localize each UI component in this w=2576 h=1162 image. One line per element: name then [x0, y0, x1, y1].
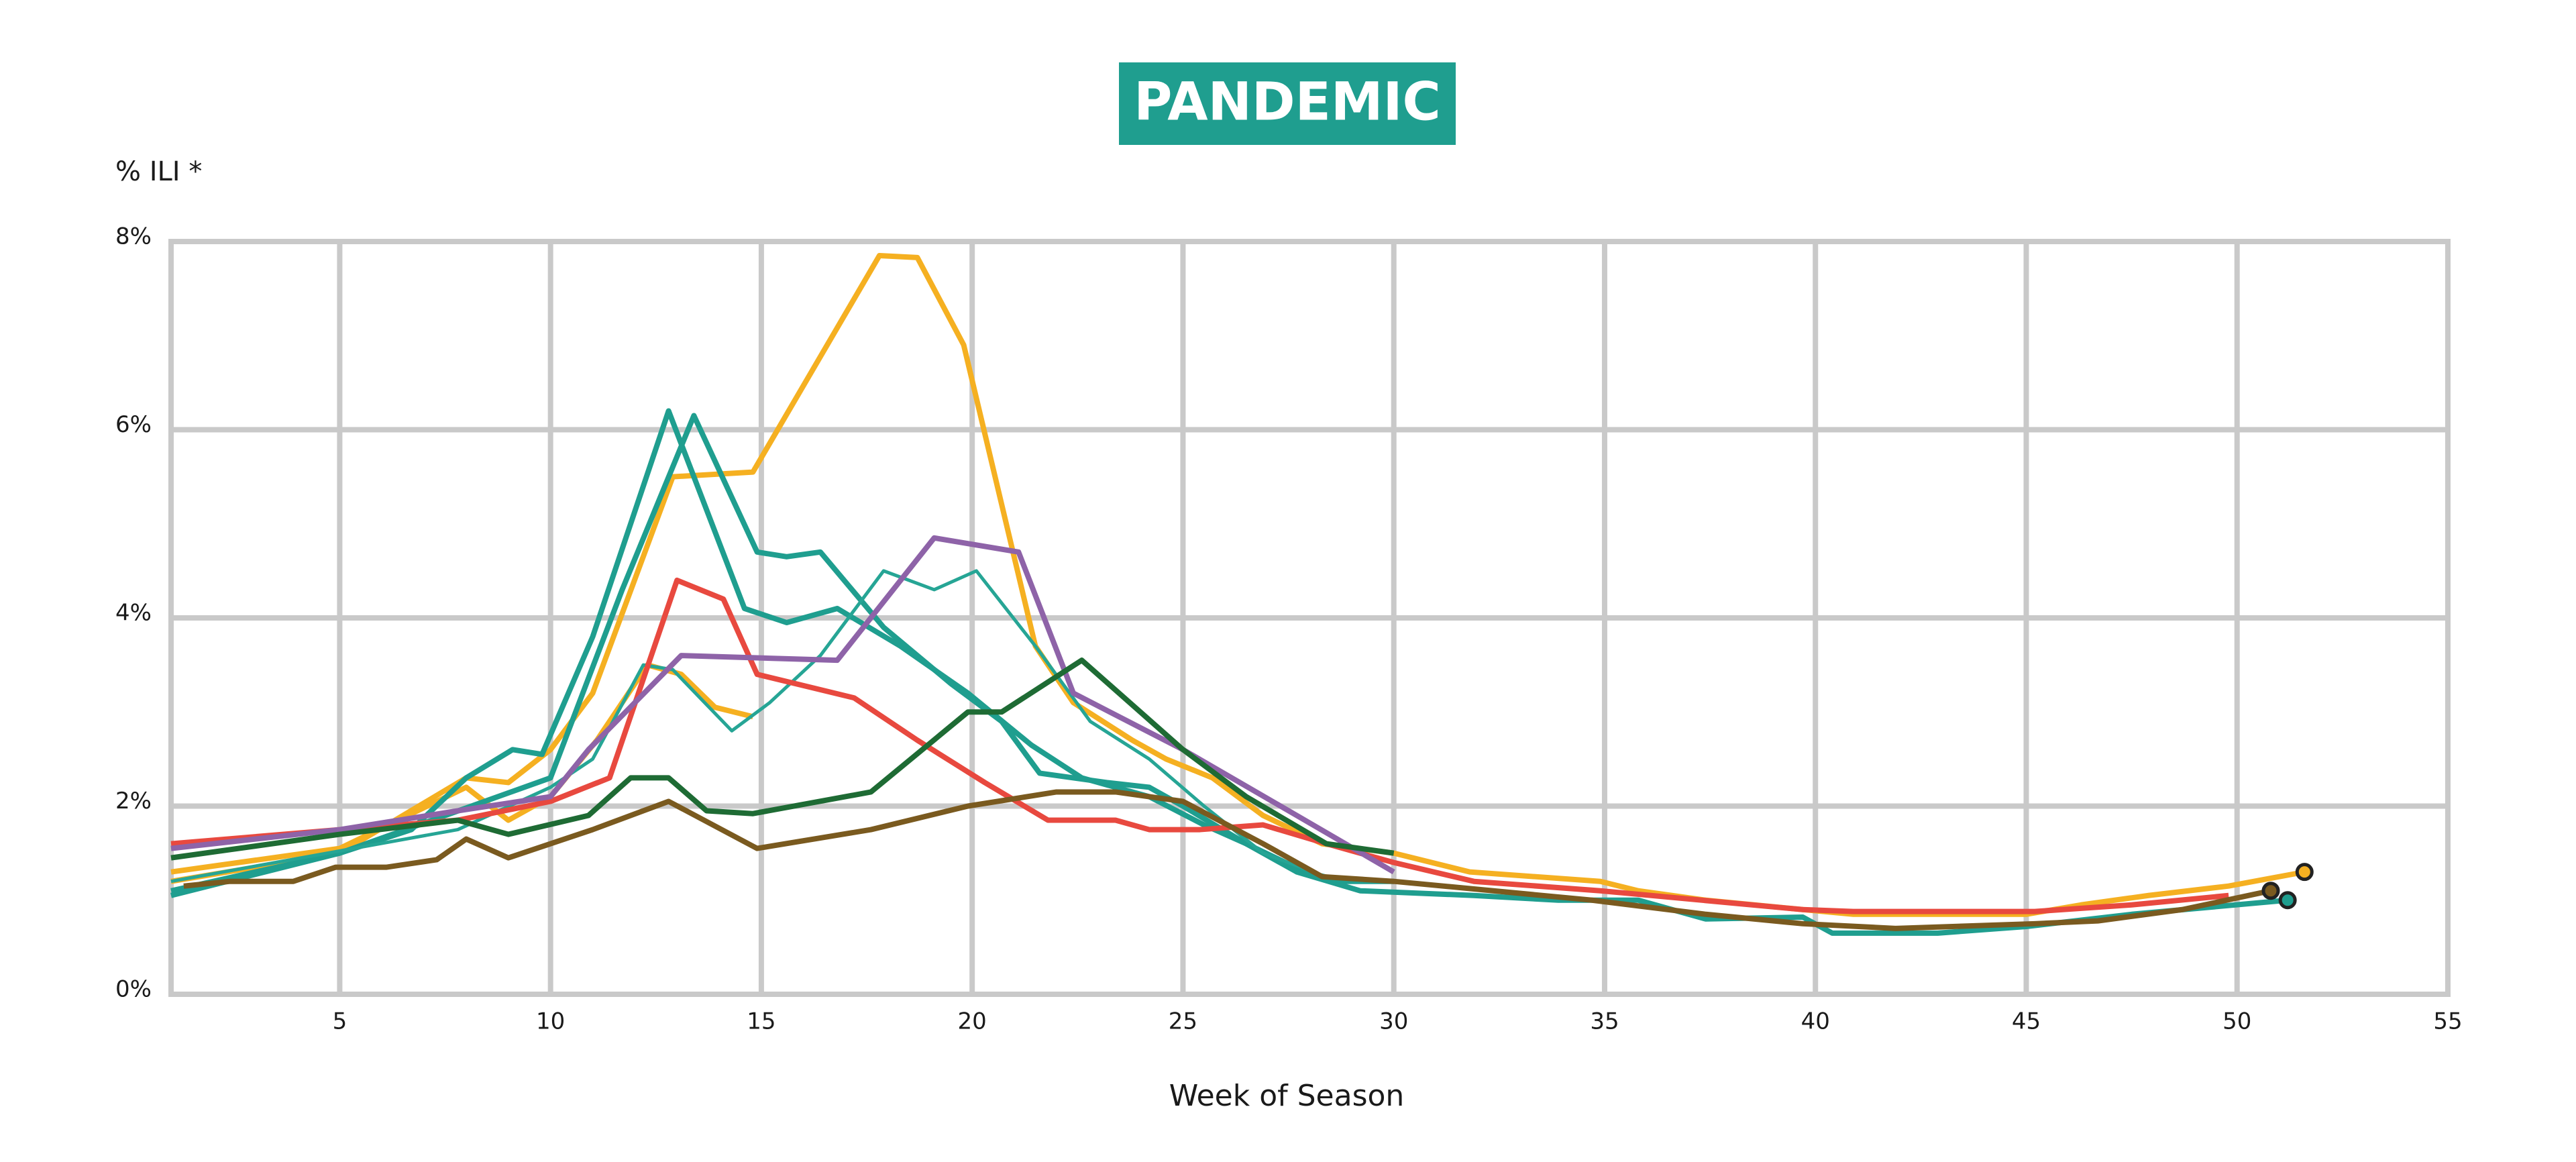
y-tick-label: 2% — [115, 788, 152, 814]
y-axis-label: % ILI * — [115, 156, 202, 187]
y-tick-label: 0% — [115, 976, 152, 1003]
y-tick-label: 6% — [115, 411, 152, 438]
series-line — [170, 253, 2306, 917]
y-tick-label: 4% — [115, 600, 152, 627]
end-marker — [2261, 882, 2280, 900]
x-tick-label: 45 — [2012, 1008, 2041, 1035]
x-tick-label: 40 — [1801, 1008, 1830, 1035]
end-marker — [2295, 863, 2314, 882]
plot-frame — [168, 239, 2451, 997]
series-line — [170, 408, 2288, 936]
x-tick-label: 20 — [958, 1008, 987, 1035]
x-tick-label: 25 — [1169, 1008, 1197, 1035]
series-line — [170, 569, 1315, 884]
title-box — [1119, 62, 1456, 145]
x-tick-label: 50 — [2222, 1008, 2251, 1035]
series-line — [170, 577, 2229, 914]
x-tick-label: 15 — [747, 1008, 775, 1035]
chart-title: PANDEMIC — [1134, 72, 1441, 132]
x-tick-label: 10 — [536, 1008, 565, 1035]
series-line — [183, 789, 2271, 931]
x-tick-label: 5 — [333, 1008, 347, 1035]
x-tick-label: 30 — [1379, 1008, 1408, 1035]
x-tick-label: 35 — [1590, 1008, 1619, 1035]
x-axis-label: Week of Season — [1169, 1079, 1405, 1113]
x-tick-label: 55 — [2433, 1008, 2462, 1035]
series-line — [170, 657, 1395, 861]
end-marker — [2278, 891, 2297, 910]
series-line — [170, 413, 1394, 898]
y-tick-label: 8% — [115, 223, 152, 250]
